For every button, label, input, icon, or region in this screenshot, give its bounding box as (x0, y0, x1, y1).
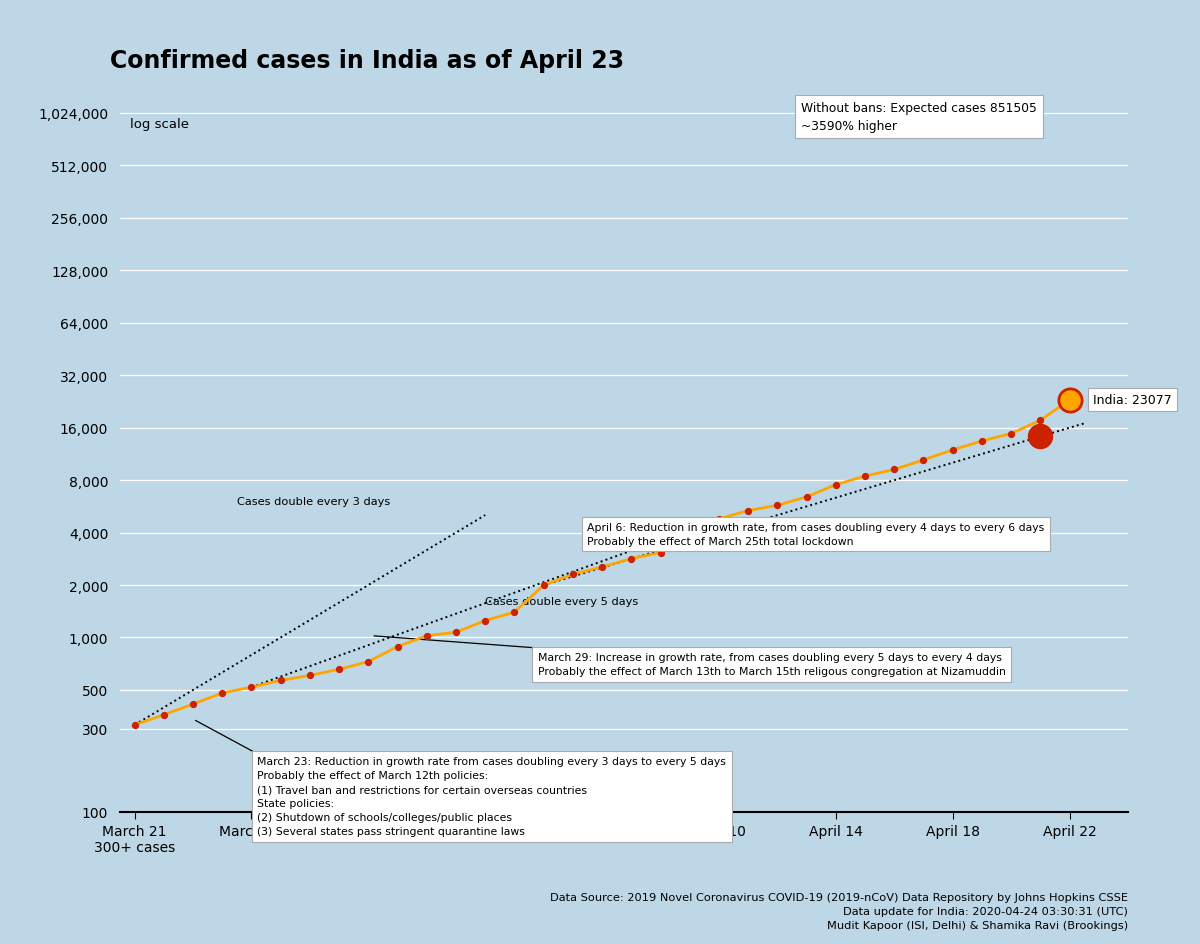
Text: Data Source: 2019 Novel Coronavirus COVID-19 (2019-nCoV) Data Repository by John: Data Source: 2019 Novel Coronavirus COVI… (550, 892, 1128, 930)
Point (1002, 427, 1021, 442)
Point (943, 443, 962, 458)
Point (856, 469, 875, 484)
Point (593, 560, 612, 575)
Point (972, 434, 991, 449)
Point (505, 605, 524, 620)
Point (242, 680, 262, 695)
Point (446, 625, 466, 640)
Point (884, 463, 904, 478)
Point (300, 668, 319, 683)
Point (738, 503, 757, 518)
Point (563, 567, 582, 582)
Point (650, 546, 670, 561)
Point (359, 654, 378, 669)
Text: Cases double every 3 days: Cases double every 3 days (236, 497, 390, 507)
Point (827, 478, 846, 493)
Text: Confirmed cases in India as of April 23: Confirmed cases in India as of April 23 (110, 49, 624, 74)
Point (212, 685, 232, 700)
Point (768, 498, 787, 514)
Point (709, 512, 728, 527)
Point (1060, 393, 1079, 408)
Point (914, 453, 934, 468)
Point (622, 551, 641, 566)
Text: April 6: Reduction in growth rate, from cases doubling every 4 days to every 6 d: April 6: Reduction in growth rate, from … (588, 522, 1045, 547)
Point (680, 524, 700, 539)
Point (388, 639, 407, 654)
Text: India: 23077: India: 23077 (1093, 394, 1171, 407)
Point (1060, 393, 1079, 408)
Point (155, 707, 174, 722)
Text: Cases double every 5 days: Cases double every 5 days (485, 597, 638, 606)
Text: log scale: log scale (130, 118, 190, 130)
Text: March 23: Reduction in growth rate from cases doubling every 3 days to every 5 d: March 23: Reduction in growth rate from … (257, 756, 726, 836)
Point (1031, 413, 1050, 429)
Point (475, 614, 494, 629)
Point (418, 629, 437, 644)
Text: March 29: Increase in growth rate, from cases doubling every 5 days to every 4 d: March 29: Increase in growth rate, from … (538, 653, 1006, 677)
Point (1031, 430, 1050, 445)
Text: Without bans: Expected cases 851505
~3590% higher: Without bans: Expected cases 851505 ~359… (800, 102, 1037, 133)
Point (271, 673, 290, 688)
Point (330, 662, 349, 677)
Point (534, 578, 553, 593)
Point (125, 717, 144, 733)
Point (184, 697, 203, 712)
Point (797, 490, 816, 505)
